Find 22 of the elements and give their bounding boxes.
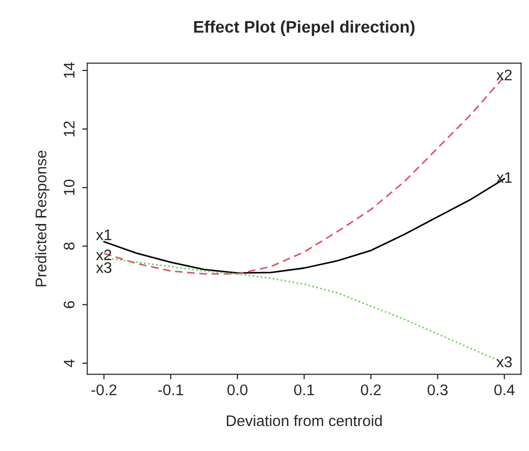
y-tick-label: 4 (64, 359, 74, 368)
x-tick-label: -0.1 (158, 384, 184, 396)
text: x1 (96, 230, 112, 240)
series-label: x1 (496, 172, 512, 183)
x-tick-label: 0.0 (227, 384, 248, 396)
x-tick-label: 0.1 (294, 384, 314, 396)
text: x2 (496, 70, 512, 80)
y-tick-label: 10 (64, 180, 75, 195)
y-tick-label: 14 (64, 62, 74, 78)
x-axis-title: Deviation from centroid (226, 414, 382, 426)
y-tick-label: 6 (64, 301, 75, 308)
x-tick-label: 0.4 (494, 384, 515, 396)
chart-title: Effect Plot (Piepel direction) (194, 20, 414, 36)
series-label: x3 (496, 356, 512, 368)
y-axis-title: Predicted Response (35, 150, 50, 286)
x-tick-label: 0.3 (428, 384, 448, 396)
y-tick-label: 12 (64, 121, 74, 136)
y-tick-label: 8 (64, 242, 75, 250)
series-label: x2 (96, 249, 112, 260)
x-tick-label: 0.2 (360, 384, 381, 396)
x-tick-label: -0.2 (91, 384, 116, 396)
text: x3 (96, 262, 112, 274)
